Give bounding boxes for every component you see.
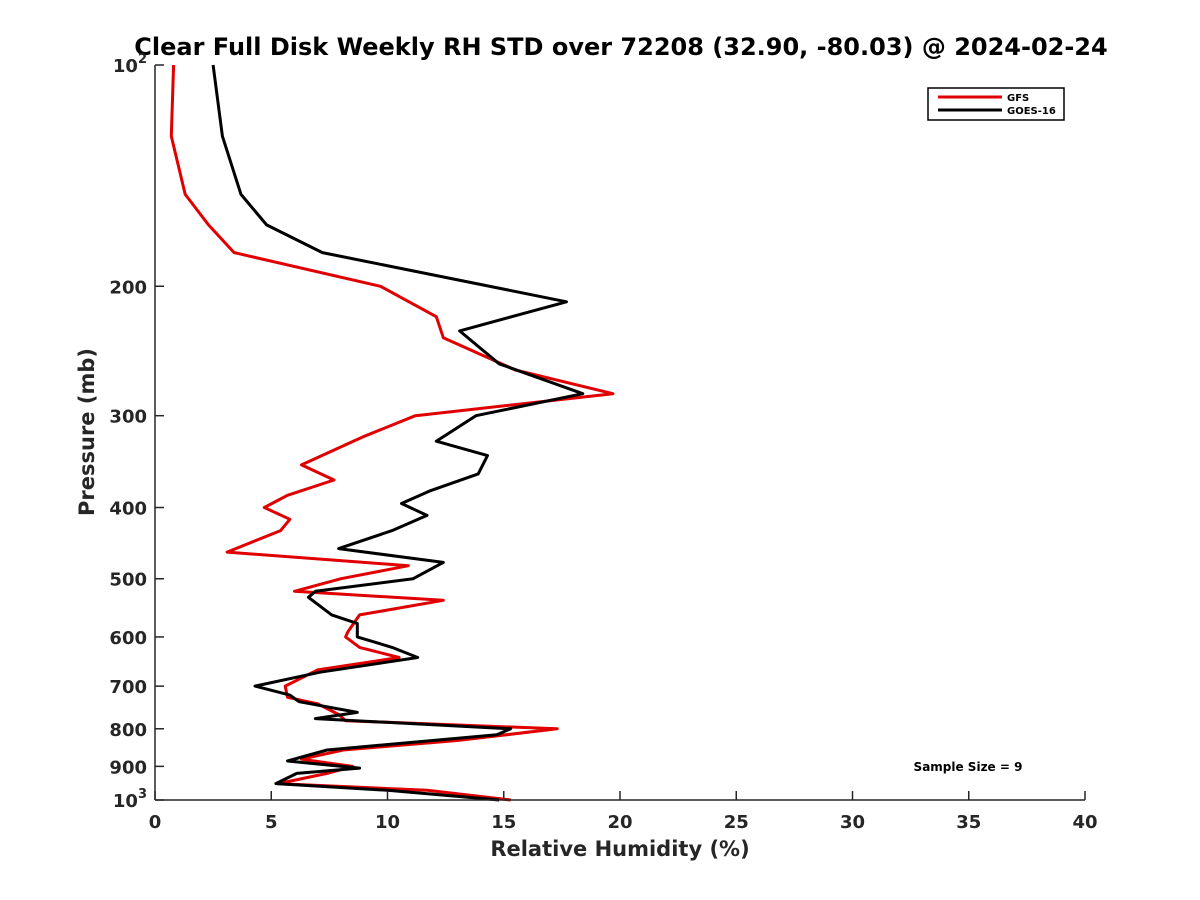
y-tick-label-1000: 103 — [113, 787, 147, 812]
series-line-goes16 — [211, 64, 585, 802]
legend-label-gfs: GFS — [1007, 93, 1029, 104]
y-axis-label: Pressure (mb) — [75, 348, 99, 516]
x-tick-label-5: 5 — [265, 812, 278, 833]
chart-title: Clear Full Disk Weekly RH STD over 72208… — [134, 33, 1107, 61]
y-tick-label-200: 200 — [109, 277, 147, 298]
sample-size-annotation: Sample Size = 9 — [914, 760, 1023, 774]
x-axis-label: Relative Humidity (%) — [490, 837, 749, 861]
legend-label-goes16: GOES-16 — [1007, 106, 1056, 117]
x-tick-label-0: 0 — [149, 812, 162, 833]
x-tick-label-40: 40 — [1072, 812, 1097, 833]
legend: GFS GOES-16 — [927, 87, 1065, 121]
y-tick-label-400: 400 — [109, 499, 147, 520]
legend-box — [927, 87, 1065, 121]
y-tick-label-700: 700 — [109, 677, 147, 698]
y-tick-label-900: 900 — [109, 757, 147, 778]
ticks-layer: 0 5 10 15 20 25 30 35 40 102 200 300 400 500 600 700 800… — [109, 52, 1097, 833]
y-tick-label-800: 800 — [109, 720, 147, 741]
y-tick-label-100: 102 — [113, 52, 147, 77]
series-layer — [169, 64, 615, 802]
x-tick-label-25: 25 — [724, 812, 749, 833]
y-tick-label-500: 500 — [109, 570, 147, 591]
x-tick-label-30: 30 — [840, 812, 865, 833]
y-tick-label-600: 600 — [109, 628, 147, 649]
series-line-gfs — [169, 64, 615, 802]
x-tick-label-10: 10 — [375, 812, 400, 833]
x-tick-label-20: 20 — [607, 812, 632, 833]
x-tick-label-35: 35 — [956, 812, 981, 833]
x-tick-label-15: 15 — [491, 812, 516, 833]
y-tick-label-300: 300 — [109, 407, 147, 428]
